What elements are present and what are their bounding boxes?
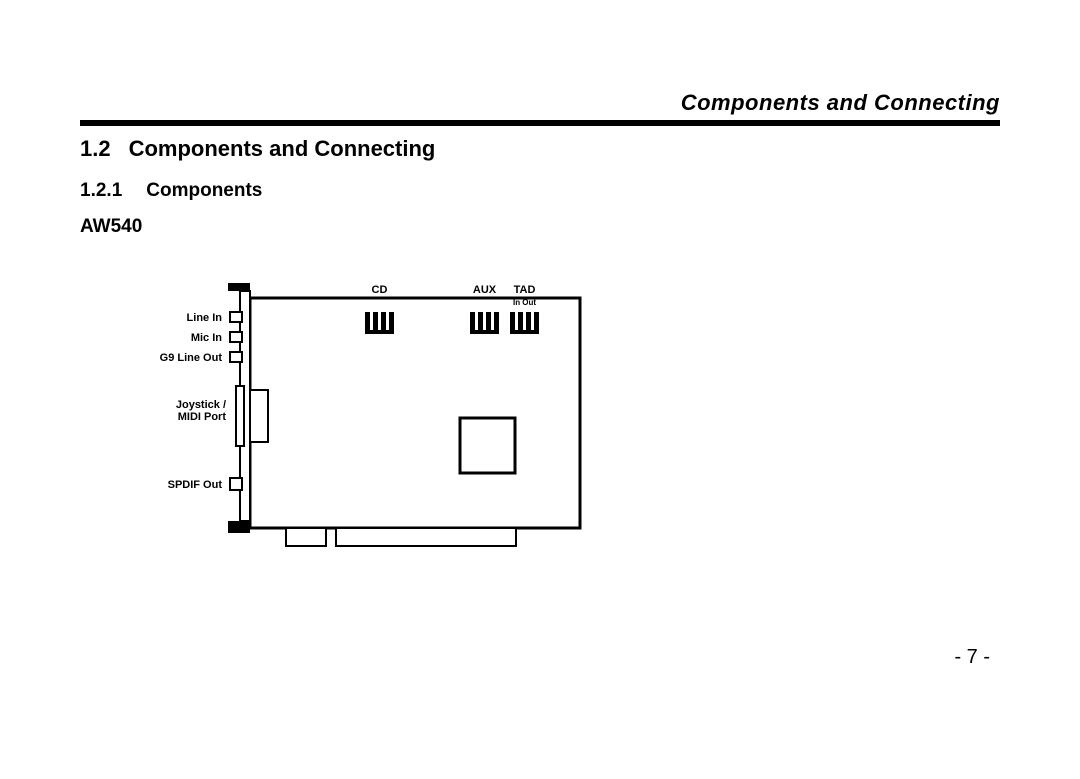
svg-text:MIDI Port: MIDI Port	[178, 411, 227, 423]
page-number: - 7 -	[954, 646, 990, 669]
svg-text:Out: Out	[522, 298, 536, 307]
page: Components and Connecting 1.2 Components …	[0, 0, 1080, 779]
running-header: Components and Connecting	[80, 90, 1000, 116]
svg-text:Line In: Line In	[187, 312, 223, 324]
svg-text:TAD: TAD	[514, 284, 536, 296]
svg-text:AUX: AUX	[473, 284, 497, 296]
svg-text:In: In	[513, 298, 520, 307]
svg-text:SPDIF Out: SPDIF Out	[168, 479, 223, 491]
board-diagram: Line In Mic In G9 Line Out Joystick /MIDI P…	[110, 278, 590, 548]
subsection-number: 1.2.1	[80, 180, 122, 202]
section-heading: 1.2 Components and Connecting	[80, 136, 1000, 162]
svg-text:Mic In: Mic In	[191, 332, 222, 344]
subsection-title: Components	[146, 180, 262, 201]
section-title: Components and Connecting	[129, 136, 436, 161]
section-number: 1.2	[80, 136, 111, 162]
svg-text:CD: CD	[372, 284, 388, 296]
svg-text:Joystick /: Joystick /	[176, 399, 226, 411]
subsection-heading: 1.2.1 Components	[80, 180, 1000, 202]
svg-text:G9 Line Out: G9 Line Out	[160, 352, 223, 364]
model-label: AW540	[80, 216, 1000, 238]
header-rule	[80, 120, 1000, 126]
